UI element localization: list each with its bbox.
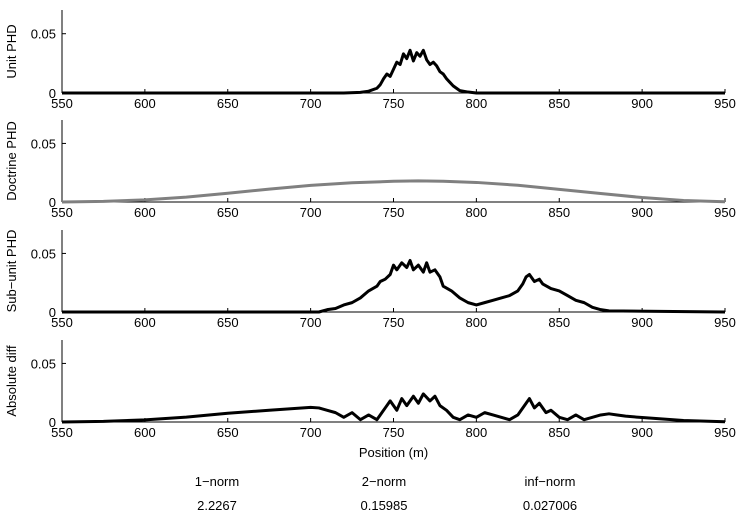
x-tick-label: 900: [631, 425, 653, 440]
x-tick-label: 800: [466, 205, 488, 220]
norm-table: 1−norm 2.2267 2−norm 0.15985 inf−norm 0.…: [0, 470, 743, 520]
stat-label-2-norm: 2−norm: [361, 474, 407, 489]
series-line-1: [61, 179, 726, 204]
y-tick-label: 0.05: [31, 246, 56, 261]
series-line-1: [62, 48, 725, 95]
y-tick-label: 0.05: [31, 136, 56, 151]
x-tick-label: 650: [217, 425, 239, 440]
x-tick-label: 750: [383, 96, 405, 111]
series-line-1: [62, 258, 726, 314]
series-line-1: [61, 392, 726, 424]
x-tick-label: 550: [51, 315, 73, 330]
panel-4: 550 600 650 700 750 800 850 900 950 0 0.05 Absolute…: [4, 340, 736, 440]
x-tick-label: 900: [631, 96, 653, 111]
x-tick-label: 750: [383, 205, 405, 220]
x-tick-label: 750: [383, 315, 405, 330]
stat-value-inf-norm: 0.027006: [522, 498, 578, 513]
panel-1: 550 600 650 700 750 800 850 900 950 0 0.05 Unit PHD: [4, 10, 736, 111]
y-tick-label: 0.05: [31, 356, 56, 371]
stat-value-1-norm: 2.2267: [197, 498, 237, 513]
x-tick-label: 850: [548, 315, 570, 330]
x-tick-label: 700: [300, 96, 322, 111]
x-tick-label: 650: [217, 205, 239, 220]
panel-3: 550 600 650 700 750 800 850 900 950 0 0.05 Sub−unit…: [4, 230, 736, 330]
stat-2-norm: 2−norm 0.15985: [314, 470, 454, 518]
y-axis-label: Sub−unit PHD: [4, 230, 19, 313]
x-tick-label: 950: [714, 315, 736, 330]
x-tick-label: 550: [51, 205, 73, 220]
y-tick-label: 0: [49, 86, 56, 101]
x-tick-label: 650: [217, 315, 239, 330]
x-axis-label: Position (m): [359, 445, 428, 460]
stat-inf-norm: inf−norm 0.027006: [480, 470, 620, 518]
x-tick-label: 550: [51, 425, 73, 440]
x-tick-label: 600: [134, 425, 156, 440]
x-tick-label: 850: [548, 96, 570, 111]
x-tick-label: 900: [631, 315, 653, 330]
x-tick-label: 700: [300, 205, 322, 220]
panel-2: 550 600 650 700 750 800 850 900 950 0 0.05 Doctrine…: [4, 120, 736, 220]
x-tick-label: 800: [466, 425, 488, 440]
x-tick-label: 950: [714, 96, 736, 111]
stat-value-2-norm: 0.15985: [360, 498, 408, 513]
y-axis-label: Unit PHD: [4, 24, 19, 78]
y-tick-label: 0: [49, 195, 56, 210]
x-tick-label: 700: [300, 315, 322, 330]
x-tick-label: 850: [548, 205, 570, 220]
y-tick-label: 0: [49, 305, 56, 320]
x-tick-label: 600: [134, 205, 156, 220]
x-tick-label: 650: [217, 96, 239, 111]
x-tick-label: 850: [548, 425, 570, 440]
x-tick-label: 550: [51, 96, 73, 111]
x-tick-label: 750: [383, 425, 405, 440]
x-tick-label: 950: [714, 425, 736, 440]
stat-label-inf-norm: inf−norm: [524, 474, 576, 489]
x-tick-label: 950: [714, 205, 736, 220]
x-tick-label: 700: [300, 425, 322, 440]
y-axis-label: Doctrine PHD: [4, 121, 19, 200]
stat-label-1-norm: 1−norm: [194, 474, 240, 489]
x-tick-label: 600: [134, 96, 156, 111]
y-tick-label: 0.05: [31, 27, 56, 42]
x-tick-label: 800: [466, 96, 488, 111]
stat-1-norm: 1−norm 2.2267: [147, 470, 287, 518]
x-tick-label: 900: [631, 205, 653, 220]
x-tick-label: 800: [466, 315, 488, 330]
y-axis-label: Absolute diff: [4, 345, 19, 417]
y-tick-label: 0: [49, 415, 56, 430]
x-tick-label: 600: [134, 315, 156, 330]
